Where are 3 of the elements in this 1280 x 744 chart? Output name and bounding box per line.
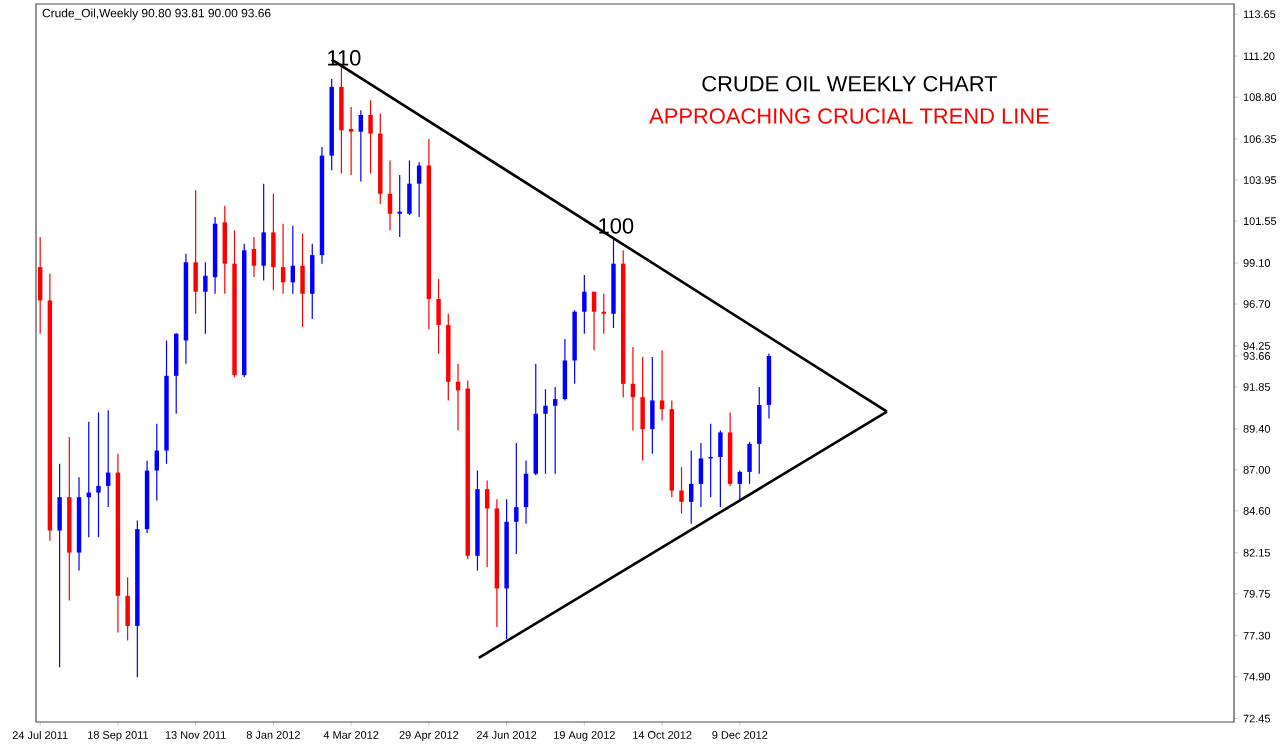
text: APPROACHING CRUCIAL TREND LINE bbox=[649, 108, 1049, 124]
text: CRUDE OIL WEEKLY CHART bbox=[702, 75, 998, 92]
annotation: 100 bbox=[599, 218, 634, 234]
